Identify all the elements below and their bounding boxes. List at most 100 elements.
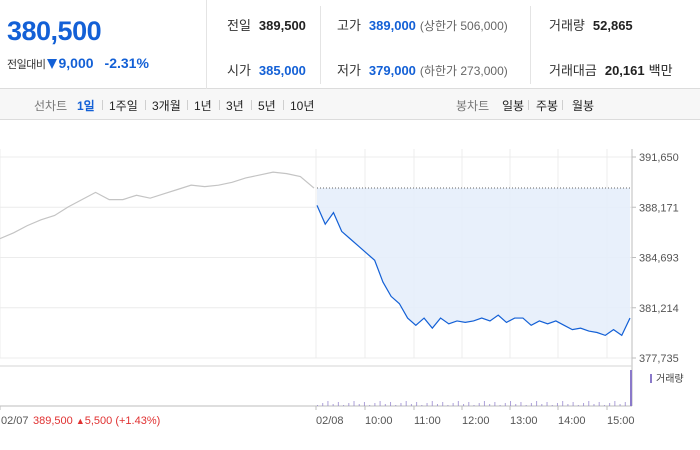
y-tick-label: 384,693 xyxy=(639,253,679,265)
volume-bar xyxy=(483,401,485,406)
stat-label: 저가 xyxy=(337,63,361,78)
volume-bar xyxy=(332,404,334,406)
volume-bar xyxy=(457,401,459,406)
y-tick-label: 381,214 xyxy=(639,303,679,315)
stat-label: 고가 xyxy=(337,18,361,33)
volume-bar xyxy=(400,403,402,406)
tab-3-years[interactable]: 3년 xyxy=(226,99,244,113)
volume-bar xyxy=(504,403,506,406)
stat-label: 전일 xyxy=(227,18,251,33)
volume-bar xyxy=(442,402,444,406)
stat-value: 20,161 xyxy=(604,63,645,78)
tab-weekly-candle[interactable]: 주봉 xyxy=(536,99,559,113)
volume-bar xyxy=(358,404,360,406)
prev-day-summary: 389,500 ▲5,500 (+1.43%) xyxy=(33,415,160,427)
stat-value: 379,000 xyxy=(368,63,416,78)
volume-bar xyxy=(619,404,621,406)
volume-bar xyxy=(567,404,569,406)
volume-bar xyxy=(317,405,318,406)
volume-bar xyxy=(384,404,386,406)
volume-bar xyxy=(374,403,376,406)
stat-volume: 거래량 52,865 xyxy=(549,15,633,34)
candle-chart-label: 봉차트 xyxy=(456,99,490,113)
tab-5-years[interactable]: 5년 xyxy=(258,99,276,113)
volume-bar xyxy=(609,403,611,406)
up-triangle-icon: ▲ xyxy=(76,416,85,426)
stat-label: 거래대금 xyxy=(549,63,597,78)
below-reference-fill xyxy=(317,188,630,336)
x-tick-label: 15:00 xyxy=(607,415,635,427)
change-label: 전일대비 xyxy=(7,59,46,71)
volume-bar xyxy=(624,402,626,406)
volume-bar xyxy=(369,405,371,406)
tab-separator xyxy=(562,100,563,110)
volume-bar xyxy=(390,402,392,406)
prev-day-change: 5,500 (+1.43%) xyxy=(85,415,161,427)
volume-bar xyxy=(478,403,480,406)
volume-bar xyxy=(405,401,407,406)
volume-bar xyxy=(614,401,616,406)
stat-label: 거래량 xyxy=(549,18,585,33)
stat-divider xyxy=(530,6,531,84)
volume-bar xyxy=(562,401,564,406)
change-value: 9,000 xyxy=(58,55,94,71)
x-tick-label: 13:00 xyxy=(510,415,538,427)
tab-daily-candle[interactable]: 일봉 xyxy=(502,99,525,113)
volume-bar xyxy=(322,403,324,406)
price-change-row: 전일대비 9,000 -2.31% xyxy=(7,55,149,72)
current-price-panel: 380,500 전일대비 9,000 -2.31% xyxy=(0,0,207,89)
tab-10-years[interactable]: 10년 xyxy=(290,99,315,113)
volume-bar xyxy=(468,402,470,406)
upper-limit: (상한가 506,000) xyxy=(419,19,508,33)
stat-value: 389,500 xyxy=(258,18,306,33)
volume-legend-label: 거래량 xyxy=(656,373,684,385)
change-rate: -2.31% xyxy=(104,55,149,71)
chart-grid xyxy=(0,149,633,407)
volume-bar xyxy=(416,402,418,406)
tab-separator xyxy=(102,100,103,110)
tab-separator xyxy=(283,100,284,110)
y-axis-ticks: 391,650 388,171 384,693 381,214 377,735 xyxy=(632,152,679,365)
volume-bar xyxy=(421,405,423,406)
volume-bar xyxy=(630,370,632,406)
stat-open: 시가 385,000 xyxy=(227,60,306,79)
tab-1-day[interactable]: 1일 xyxy=(77,99,95,113)
volume-bar xyxy=(327,401,329,406)
volume-bar xyxy=(520,402,522,406)
volume-bar xyxy=(431,401,433,406)
volume-bar xyxy=(593,404,595,406)
volume-bar xyxy=(447,405,449,406)
tab-3-months[interactable]: 3개월 xyxy=(152,99,181,113)
line-chart-label: 선차트 xyxy=(34,99,68,113)
volume-bar xyxy=(489,404,491,406)
volume-bar xyxy=(525,405,527,406)
tab-separator xyxy=(187,100,188,110)
stat-prev-close: 전일 389,500 xyxy=(227,15,306,34)
volume-bar xyxy=(536,401,538,406)
stat-low: 저가 379,000 (하한가 273,000) xyxy=(337,60,508,79)
today-price-line xyxy=(316,205,631,337)
tab-1-year[interactable]: 1년 xyxy=(194,99,212,113)
prev-day-price: 389,500 xyxy=(33,415,76,427)
volume-bar xyxy=(541,404,543,406)
volume-bar xyxy=(572,402,574,406)
tab-monthly-candle[interactable]: 월봉 xyxy=(572,99,595,113)
volume-bar xyxy=(551,405,553,406)
volume-bar xyxy=(463,404,465,406)
stat-amount: 거래대금 20,161 백만 xyxy=(549,60,673,79)
tab-separator xyxy=(219,100,220,110)
volume-bar xyxy=(337,402,339,406)
volume-bar xyxy=(556,403,558,406)
volume-bar xyxy=(577,405,579,406)
volume-bar xyxy=(510,401,512,406)
volume-bar xyxy=(343,405,345,406)
stat-divider xyxy=(320,6,321,84)
tab-separator xyxy=(145,100,146,110)
intraday-chart[interactable]: 391,650 388,171 384,693 381,214 377,735 거래량 … xyxy=(0,120,700,450)
tab-1-week[interactable]: 1주일 xyxy=(109,99,138,113)
volume-panel: 거래량 xyxy=(317,370,684,406)
volume-bar xyxy=(494,402,496,406)
volume-bar xyxy=(583,403,585,406)
x-tick-label: 14:00 xyxy=(558,415,586,427)
